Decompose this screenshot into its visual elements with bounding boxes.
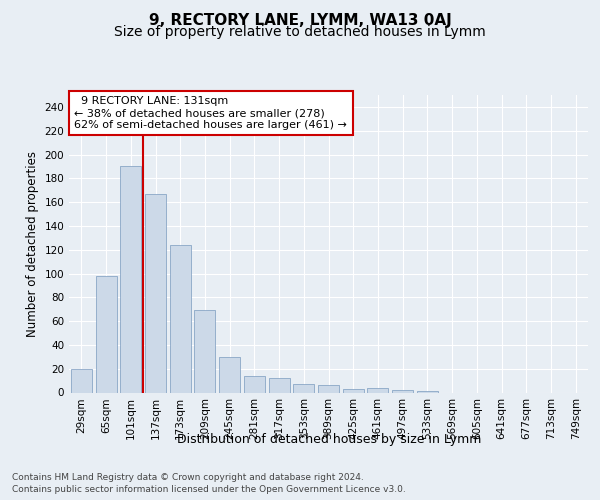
Bar [392,390,413,392]
Text: 9, RECTORY LANE, LYMM, WA13 0AJ: 9, RECTORY LANE, LYMM, WA13 0AJ [149,12,451,28]
Bar [269,378,290,392]
Bar [95,276,116,392]
Bar [170,245,191,392]
Bar [343,389,364,392]
Bar [293,384,314,392]
Text: Contains public sector information licensed under the Open Government Licence v3: Contains public sector information licen… [12,485,406,494]
Text: 9 RECTORY LANE: 131sqm
← 38% of detached houses are smaller (278)
62% of semi-de: 9 RECTORY LANE: 131sqm ← 38% of detached… [74,96,347,130]
Bar [318,386,339,392]
Bar [120,166,141,392]
Bar [194,310,215,392]
Bar [367,388,388,392]
Text: Distribution of detached houses by size in Lymm: Distribution of detached houses by size … [176,432,481,446]
Y-axis label: Number of detached properties: Number of detached properties [26,151,39,337]
Bar [71,368,92,392]
Bar [244,376,265,392]
Bar [145,194,166,392]
Bar [219,357,240,392]
Text: Contains HM Land Registry data © Crown copyright and database right 2024.: Contains HM Land Registry data © Crown c… [12,472,364,482]
Text: Size of property relative to detached houses in Lymm: Size of property relative to detached ho… [114,25,486,39]
